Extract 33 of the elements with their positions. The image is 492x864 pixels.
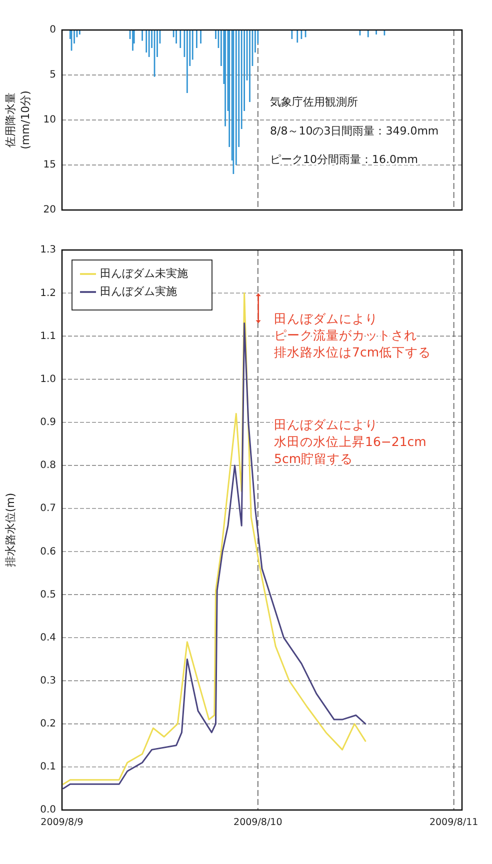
legend-label: 田んぼダム未実施 (100, 267, 188, 280)
y-tick-label: 1.3 (40, 244, 56, 256)
y-tick-label: 0.0 (40, 804, 56, 816)
x-tick-label: 2009/8/9 (40, 817, 84, 828)
annotation: 水田の水位上昇16−21cm (274, 434, 426, 449)
y-axis-title: 排水路水位(m) (4, 492, 17, 568)
y-axis-title: 佐用降水量 (mm/10分) (4, 90, 32, 150)
x-tick-label: 2009/8/10 (234, 817, 282, 828)
annotation: 気象庁佐用観測所 (270, 96, 358, 109)
y-tick-label: 0.2 (40, 718, 56, 730)
annotation: 田んぼダムにより (274, 310, 378, 326)
y-tick-label: 0.1 (40, 762, 56, 773)
legend-label: 田んぼダム実施 (100, 285, 177, 298)
y-tick-label: 1.0 (40, 374, 56, 385)
x-tick-label: 2009/8/11 (429, 817, 478, 828)
y-tick-label: 1.2 (40, 288, 56, 299)
annotation: 5cm貯留する (274, 450, 354, 466)
y-tick-label: 15 (43, 160, 56, 171)
annotation: ピーク10分間雨量：16.0mm (270, 153, 418, 166)
y-tick-label: 0.9 (40, 417, 56, 428)
y-tick-label: 0 (50, 24, 56, 36)
y-tick-label: 10 (43, 114, 56, 126)
y-tick-label: 0.5 (40, 589, 56, 600)
y-tick-label: 0.4 (40, 632, 56, 644)
y-tick-label: 0.7 (40, 503, 56, 514)
annotation: 排水路水位は7cm低下する (274, 344, 432, 360)
y-tick-label: 20 (43, 204, 56, 216)
y-tick-label: 0.3 (40, 676, 56, 687)
y-tick-label: 1.1 (40, 330, 56, 342)
annotation: 8/8～10の3日間雨量：349.0mm (270, 124, 439, 138)
y-tick-label: 0.8 (40, 460, 56, 472)
y-tick-label: 0.6 (40, 546, 56, 558)
y-tick-label: 5 (50, 70, 56, 81)
